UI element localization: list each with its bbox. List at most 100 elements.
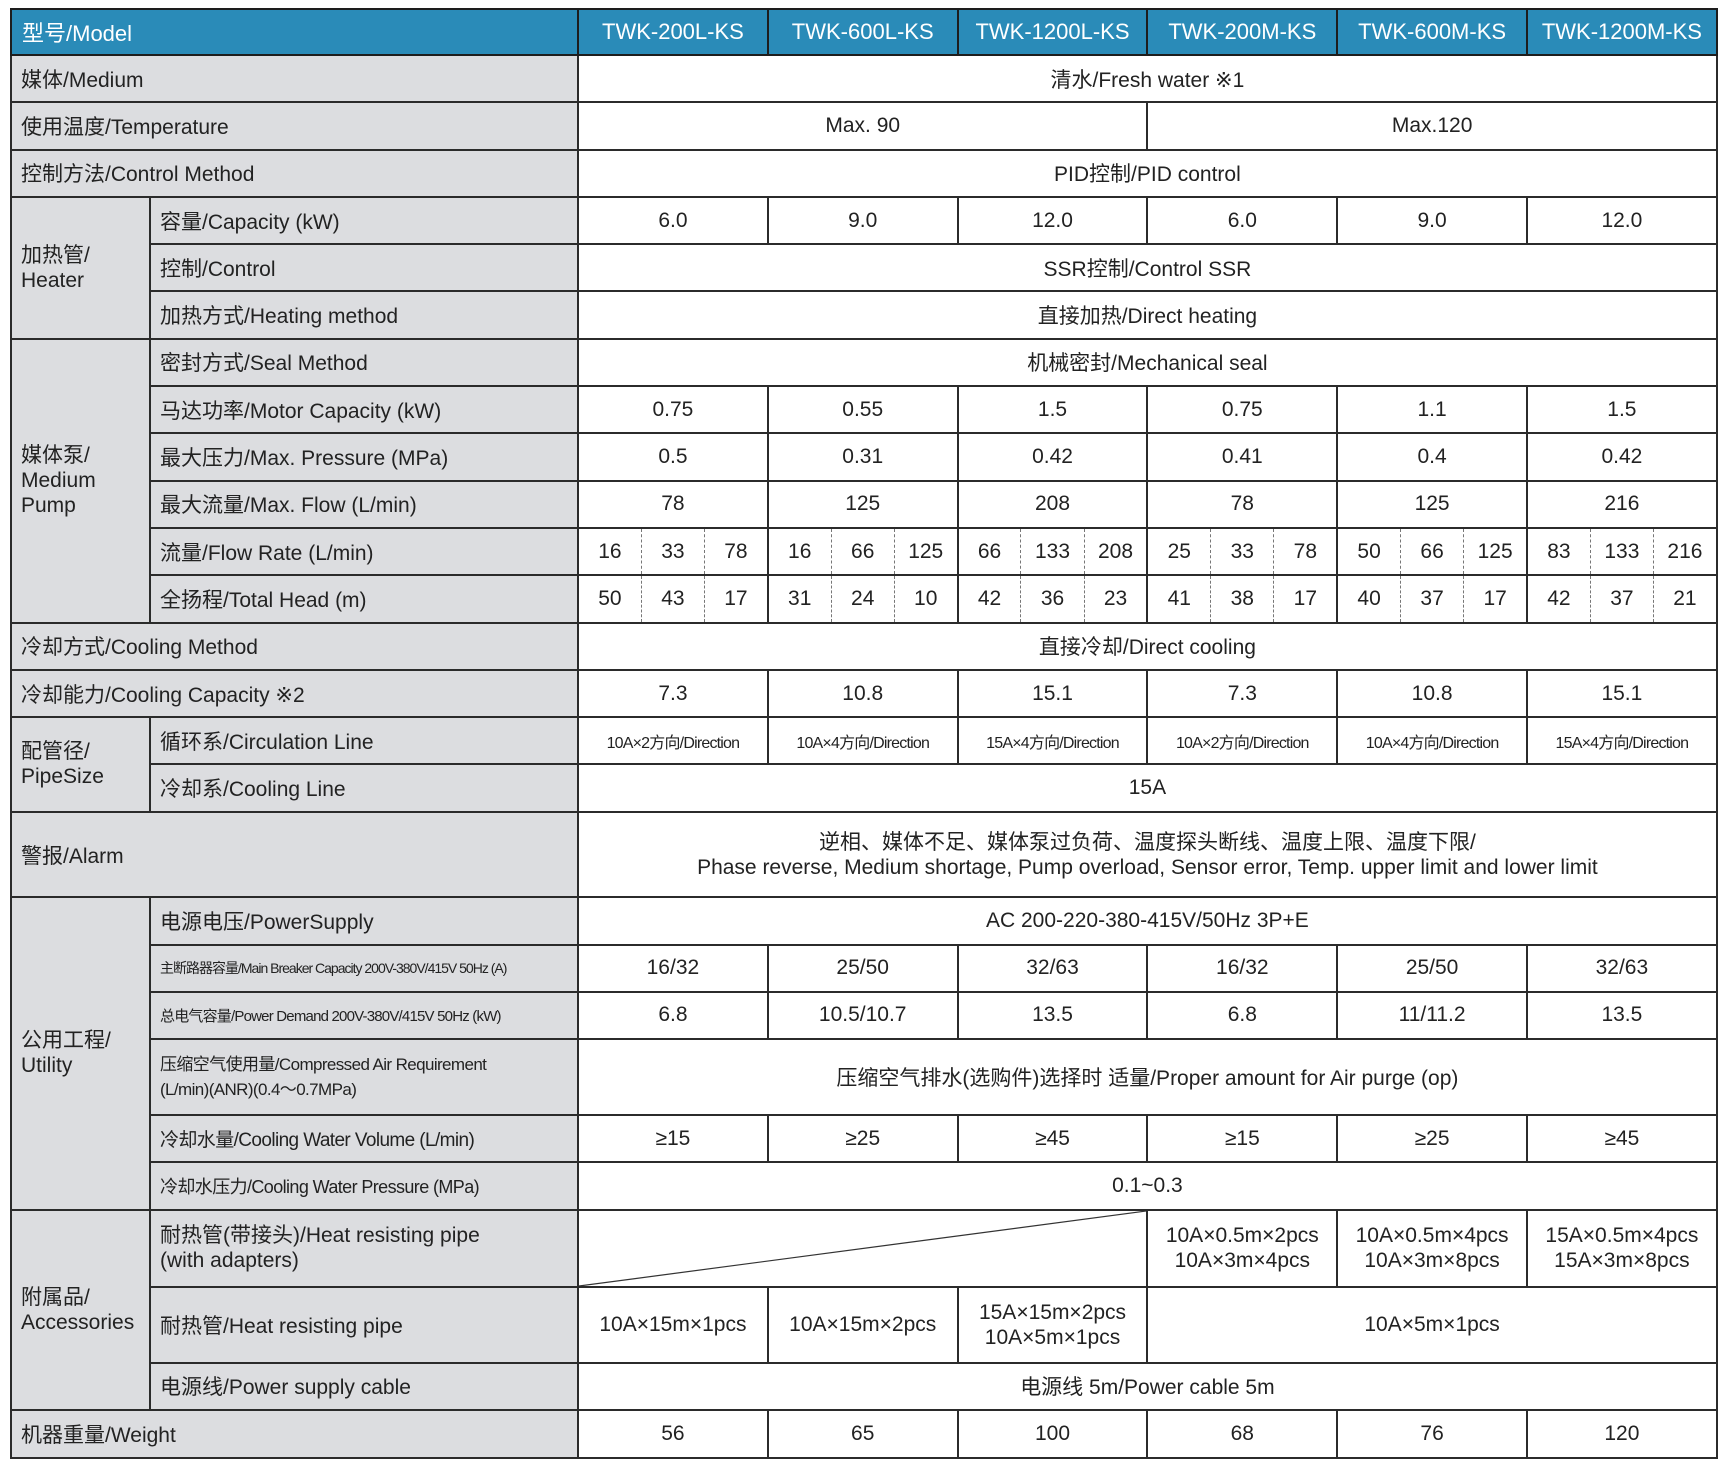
value-cell: 0.42 [956, 432, 1149, 482]
value-cell: 0.5 [577, 432, 769, 482]
value-cell: 10A×4方向/Direction [766, 716, 959, 766]
sub-value-cell: 42 [956, 574, 1022, 624]
value-cell: 直接加热/Direct heating [577, 290, 1718, 340]
value-cell: 1.1 [1336, 385, 1528, 435]
value-cell: 100 [956, 1409, 1149, 1460]
weight-row: 机器重量/Weight 56 65 100 68 76 120 [9, 1409, 1718, 1460]
value-cell: 电源线 5m/Power cable 5m [577, 1361, 1718, 1412]
value-cell: 10A×0.5m×4pcs 10A×3m×8pcs [1336, 1208, 1528, 1288]
heater-control-row: 控制/Control SSR控制/Control SSR [11, 243, 1718, 293]
row-label: 流量/Flow Rate (L/min) [148, 526, 580, 577]
row-label: 冷却系/Cooling Line [148, 763, 580, 813]
sub-value-cell: 133 [1020, 526, 1085, 577]
value-cell: 15.1 [956, 668, 1149, 719]
temperature-row: 使用温度/Temperature Max. 90 Max.120 [9, 101, 1718, 151]
value-cell: 6.0 [1146, 195, 1339, 246]
diagonal-line [579, 1211, 1146, 1286]
sub-value-cell: 10 [893, 574, 959, 624]
row-label: 密封方式/Seal Method [148, 337, 580, 388]
total-head-row: 全扬程/Total Head (m) 50 43 17 31 24 10 42 36 23 41 3… [11, 574, 1718, 624]
compressed-air-row: 压缩空气使用量/Compressed Air Requirement (L/mi… [11, 1038, 1718, 1117]
value-cell: 10A×0.5m×2pcs 10A×3m×4pcs [1146, 1208, 1339, 1288]
value-cell: 逆相、媒体不足、媒体泵过负荷、温度探头断线、温度上限、温度下限/ Phase r… [577, 810, 1718, 899]
sub-value-cell: 37 [1399, 574, 1465, 624]
row-label: 控制/Control [148, 243, 580, 293]
value-cell: 25/50 [766, 943, 959, 993]
pressure-row: 最大压力/Max. Pressure (MPa) 0.5 0.31 0.42 0.41… [11, 432, 1718, 482]
sub-value-cell: 83 [1525, 526, 1591, 577]
sub-value-cell: 24 [830, 574, 895, 624]
heater-capacity-row: 加热管/ Heater 容量/Capacity (kW) 6.0 9.0 12.0 6… [10, 195, 1718, 340]
value-cell: 10.5/10.7 [766, 990, 959, 1041]
sub-value-cell: 50 [1336, 526, 1401, 577]
value-cell: 7.3 [577, 668, 769, 719]
sub-value-cell: 66 [956, 526, 1022, 577]
value-cell: 12.0 [956, 195, 1149, 246]
sub-value-cell: 38 [1210, 574, 1275, 624]
sub-value-cell: 31 [766, 574, 832, 624]
sub-value-cell: 17 [1463, 574, 1529, 624]
sub-value-cell: 78 [704, 526, 769, 577]
sub-value-cell: 43 [640, 574, 706, 624]
value-cell: 0.4 [1336, 432, 1528, 482]
row-label: 警报/Alarm [9, 810, 580, 899]
row-label: 媒体/Medium [9, 53, 580, 104]
row-label: 压缩空气使用量/Compressed Air Requirement (L/mi… [148, 1038, 580, 1117]
value-cell: 10.8 [1336, 668, 1528, 719]
value-cell: 15.1 [1526, 668, 1718, 719]
row-label: 电源电压/PowerSupply [148, 896, 580, 946]
sub-value-cell: 216 [1653, 526, 1718, 577]
row-label: 冷却方式/Cooling Method [9, 621, 580, 671]
sub-value-cell: 125 [1463, 526, 1529, 577]
power-cable-row: 电源线/Power supply cable 电源线 5m/Power cabl… [11, 1361, 1718, 1412]
value-cell: 0.1~0.3 [577, 1161, 1718, 1211]
value-cell: 0.75 [1146, 385, 1339, 435]
sub-value-cell: 23 [1083, 574, 1149, 624]
value-cell: 7.3 [1146, 668, 1339, 719]
value-cell: 0.31 [766, 432, 959, 482]
row-label: 耐热管/Heat resisting pipe [148, 1285, 580, 1364]
value-cell: Max. 90 [577, 101, 1149, 151]
power-supply-row: 公用工程/ Utility 电源电压/PowerSupply AC 200-22… [10, 896, 1718, 1211]
flow-rate-row: 流量/Flow Rate (L/min) 16 33 78 16 66 125 66 133 2… [11, 526, 1718, 577]
row-label: 最大流量/Max. Flow (L/min) [148, 479, 580, 529]
row-label: 冷却水压力/Cooling Water Pressure (MPa) [148, 1161, 580, 1211]
value-cell: 15A×4方向/Direction [1526, 716, 1718, 766]
sub-value-cell: 16 [766, 526, 832, 577]
row-label: 冷却水量/Cooling Water Volume (L/min) [148, 1114, 580, 1164]
row-label: 总电气容量/Power Demand 200V-380V/415V 50Hz (… [148, 990, 580, 1041]
value-cell: 0.75 [577, 385, 769, 435]
value-cell: 32/63 [956, 943, 1149, 993]
value-cell: 11/11.2 [1336, 990, 1528, 1041]
value-cell: 1.5 [1526, 385, 1718, 435]
value-cell: 0.41 [1146, 432, 1339, 482]
value-cell: 78 [577, 479, 769, 529]
value-cell: 0.55 [766, 385, 959, 435]
sub-value-cell: 50 [577, 574, 642, 624]
value-cell: ≥45 [1526, 1114, 1718, 1164]
value-cell: 机械密封/Mechanical seal [577, 337, 1718, 388]
sub-value-cell: 36 [1020, 574, 1085, 624]
value-cell: 15A×0.5m×4pcs 15A×3m×8pcs [1526, 1208, 1718, 1288]
value-cell: 6.0 [577, 195, 769, 246]
row-label: 马达功率/Motor Capacity (kW) [148, 385, 580, 435]
value-cell: ≥15 [1146, 1114, 1339, 1164]
sub-value-cell: 25 [1146, 526, 1212, 577]
value-cell: 10A×15m×1pcs [577, 1285, 769, 1364]
value-cell: 6.8 [1146, 990, 1339, 1041]
value-cell: SSR控制/Control SSR [577, 243, 1718, 293]
group-label-accessories: 附属品/ Accessories [10, 1208, 151, 1412]
seal-row: 媒体泵/ Medium Pump 密封方式/Seal Method 机械密封/M… [10, 337, 1718, 624]
value-cell: 120 [1526, 1409, 1718, 1460]
heating-method-row: 加热方式/Heating method 直接加热/Direct heating [11, 290, 1718, 340]
value-cell: 68 [1146, 1409, 1339, 1460]
sub-value-cell: 125 [893, 526, 959, 577]
sub-value-cell: 208 [1083, 526, 1149, 577]
sub-value-cell: 66 [830, 526, 895, 577]
row-label: 机器重量/Weight [9, 1409, 580, 1460]
value-cell: 清水/Fresh water ※1 [577, 53, 1718, 104]
value-cell: ≥25 [766, 1114, 959, 1164]
spec-table: 型号/Model TWK-200L-KS TWK-600L-KS TWK-120… [9, 8, 1718, 1460]
sub-value-cell: 40 [1336, 574, 1401, 624]
sub-value-cell: 66 [1399, 526, 1465, 577]
